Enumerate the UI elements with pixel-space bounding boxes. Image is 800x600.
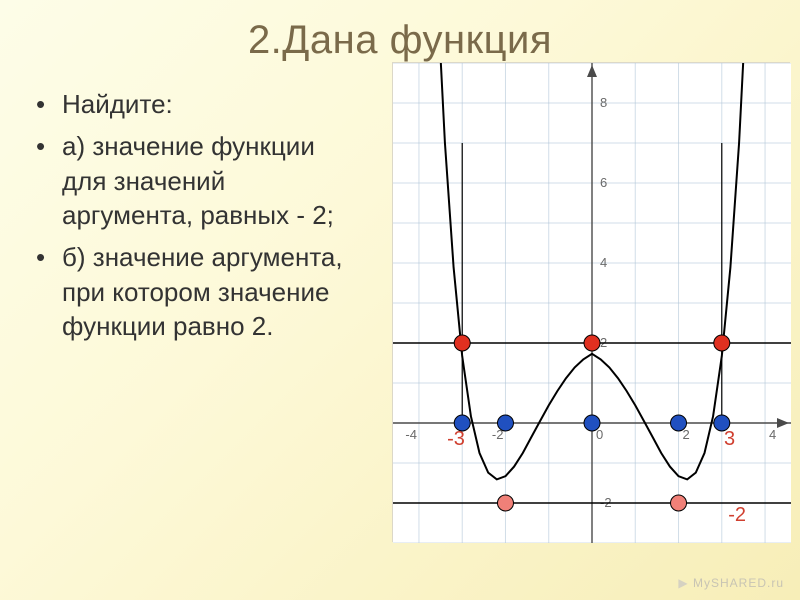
watermark-text: MySHARED.ru (693, 576, 784, 590)
svg-text:4: 4 (600, 255, 607, 270)
svg-text:-3: -3 (447, 428, 465, 450)
function-chart: -4-2024-22468-33-2 (393, 63, 791, 543)
watermark: ▶ MySHARED.ru (678, 576, 784, 590)
svg-text:6: 6 (600, 175, 607, 190)
play-glyph: ▶ (678, 576, 688, 590)
bullet-item: а) значение функции для значений аргумен… (28, 129, 362, 232)
bullet-item: б) значение аргумента, при котором значе… (28, 240, 362, 343)
bullet-panel: Найдите: а) значение функции для значени… (0, 87, 370, 351)
svg-text:-4: -4 (405, 427, 417, 442)
page-title: 2.Дана функция (0, 0, 800, 63)
bullet-list: Найдите: а) значение функции для значени… (28, 87, 362, 343)
svg-text:8: 8 (600, 95, 607, 110)
svg-text:-2: -2 (728, 504, 746, 526)
bullet-item: Найдите: (28, 87, 362, 121)
svg-text:3: 3 (724, 428, 735, 450)
chart-container: -4-2024-22468-33-2 (392, 62, 790, 542)
svg-text:4: 4 (769, 427, 776, 442)
